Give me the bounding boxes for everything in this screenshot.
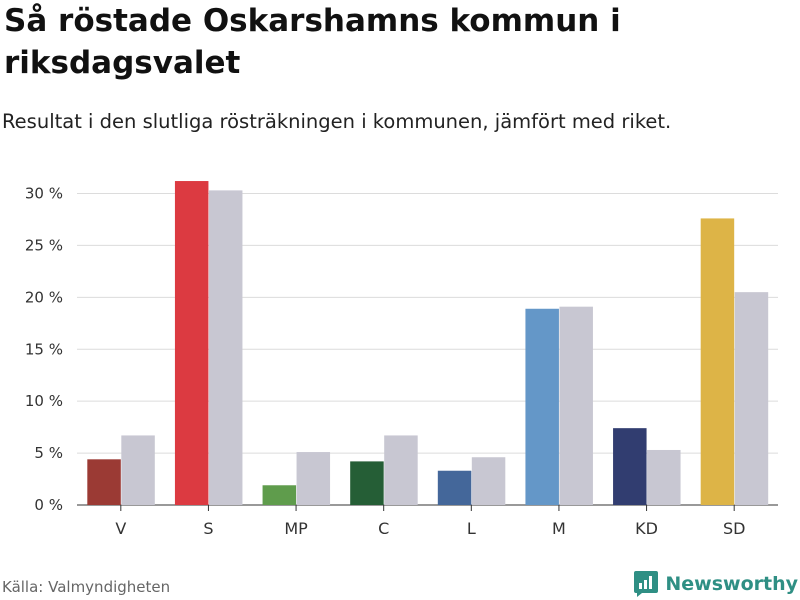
- bar-riket-mp: [296, 452, 331, 505]
- bar-kommun-sd: [700, 218, 735, 506]
- y-tick-label: 10 %: [25, 392, 63, 410]
- x-tick-label: L: [467, 519, 476, 538]
- bar-kommun-m: [525, 308, 559, 505]
- y-tick-label: 20 %: [25, 288, 63, 306]
- bar-riket-s: [208, 190, 243, 505]
- bar-riket-v: [121, 435, 155, 505]
- y-tick-label: 0 %: [34, 496, 63, 514]
- bar-riket-sd: [734, 292, 769, 505]
- x-axis: V S MP C L M KD SD: [115, 505, 745, 538]
- y-axis: 0 % 5 % 10 % 15 % 20 % 25 % 30 %: [25, 185, 63, 515]
- x-tick-label: MP: [284, 519, 308, 538]
- y-tick-label: 30 %: [25, 185, 63, 203]
- bar-riket-l: [471, 457, 506, 505]
- bar-riket-c: [384, 435, 418, 505]
- brand-name: Newsworthy: [665, 573, 798, 595]
- bar-kommun-c: [350, 461, 384, 505]
- x-tick-label: SD: [723, 519, 745, 538]
- y-tick-label: 15 %: [25, 340, 63, 358]
- y-tick-label: 5 %: [34, 444, 63, 462]
- chart-subtitle: Resultat i den slutliga rösträkningen i …: [2, 110, 672, 133]
- x-tick-label: V: [115, 519, 126, 538]
- newsworthy-logo-icon: [634, 571, 659, 597]
- bar-kommun-mp: [262, 485, 297, 505]
- bar-chart: 0 % 5 % 10 % 15 % 20 % 25 % 30 % V S MP C L M KD SD: [25, 181, 778, 538]
- bar-riket-kd: [647, 449, 681, 505]
- x-tick-label: S: [203, 519, 213, 538]
- bar-kommun-v: [87, 459, 121, 505]
- x-tick-label: C: [378, 519, 389, 538]
- bar-kommun-s: [174, 181, 209, 505]
- chart-title: Så röstade Oskarshamns kommun i riksdags…: [4, 3, 621, 81]
- bar-kommun-l: [437, 470, 472, 505]
- x-tick-label: M: [552, 519, 566, 538]
- brand-logo[interactable]: Newsworthy: [633, 568, 798, 600]
- x-tick-label: KD: [635, 519, 658, 538]
- bars: [87, 181, 769, 506]
- source-note: Källa: Valmyndigheten: [2, 578, 171, 596]
- bar-riket-m: [559, 306, 593, 505]
- bar-kommun-kd: [613, 428, 647, 505]
- y-tick-label: 25 %: [25, 236, 63, 254]
